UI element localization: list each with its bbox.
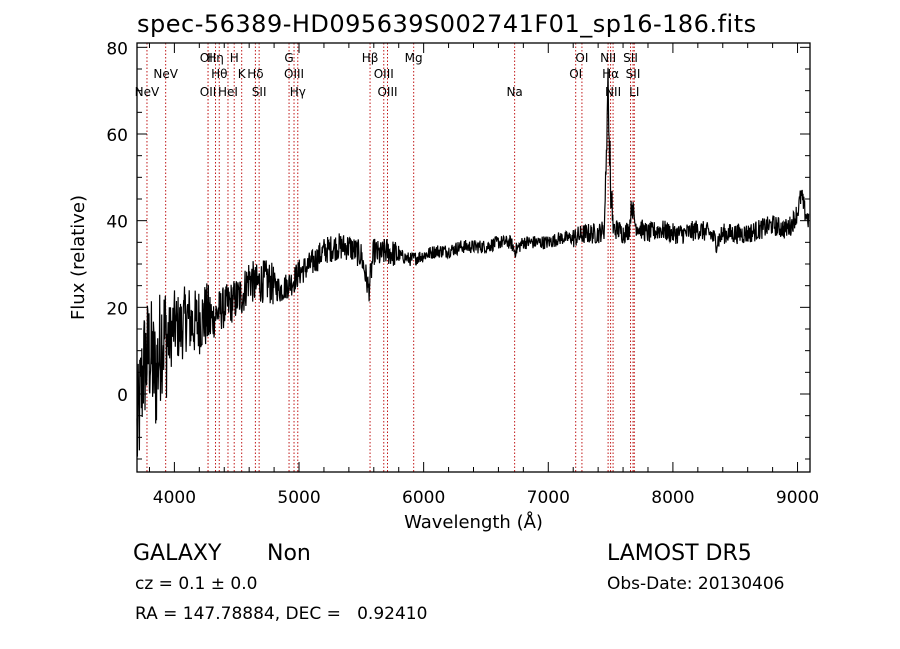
spectral-line-label: Mg bbox=[405, 51, 423, 65]
y-axis-label: Flux (relative) bbox=[68, 195, 89, 320]
object-subclass: Non bbox=[267, 541, 311, 566]
y-tick-label: 80 bbox=[106, 39, 128, 59]
ra-dec-coordinates: RA = 147.78884, DEC = 0.92410 bbox=[135, 604, 428, 624]
spectral-line-label: Hα bbox=[602, 67, 619, 81]
spectral-line-label: NeV bbox=[135, 85, 160, 99]
plot-frame bbox=[136, 42, 811, 473]
spectral-line-label: Hβ bbox=[362, 51, 379, 65]
redshift-cz: cz = 0.1 ± 0.0 bbox=[135, 574, 258, 594]
object-class: GALAXY bbox=[133, 541, 222, 566]
spectral-line-label: SII bbox=[626, 67, 641, 81]
spectral-line-label: NII bbox=[600, 51, 616, 65]
x-axis-label: Wavelength (Å) bbox=[404, 511, 543, 533]
x-tick-label: 5000 bbox=[277, 488, 320, 508]
axis-ticks: 4000 5000 6000 7000 8000 9000 0 20 40 60 80 bbox=[106, 39, 819, 508]
observation-date: Obs-Date: 20130406 bbox=[607, 574, 785, 594]
y-tick-label: 60 bbox=[106, 126, 128, 146]
spectral-line-label: Hθ bbox=[211, 67, 227, 81]
y-tick-label: 40 bbox=[106, 213, 128, 233]
spectral-line-label: OIII bbox=[284, 67, 304, 81]
x-tick-label: 7000 bbox=[527, 488, 570, 508]
spectral-line-label: OI bbox=[575, 51, 588, 65]
spectral-line-label: Hγ bbox=[290, 85, 306, 99]
spectral-line-label: Na bbox=[506, 85, 522, 99]
spectral-line-label: SII bbox=[623, 51, 638, 65]
spectral-line-markers bbox=[146, 43, 635, 472]
x-tick-label: 4000 bbox=[153, 488, 196, 508]
spectral-line-label: NeV bbox=[153, 67, 178, 81]
spectrum-line bbox=[136, 68, 810, 457]
x-tick-label: 8000 bbox=[651, 488, 694, 508]
spectral-line-label: K bbox=[238, 67, 247, 81]
x-tick-label: 9000 bbox=[776, 488, 819, 508]
spectral-line-label: OII bbox=[200, 85, 217, 99]
spectral-line-label: G bbox=[284, 51, 293, 65]
chart-title: spec-56389-HD095639S002741F01_sp16-186.f… bbox=[137, 10, 757, 38]
spectral-line-label: Hδ bbox=[247, 67, 263, 81]
spectral-line-label: OIII bbox=[377, 85, 397, 99]
survey-name: LAMOST DR5 bbox=[607, 541, 752, 566]
x-tick-label: 6000 bbox=[402, 488, 445, 508]
spectral-line-label: OI bbox=[569, 67, 582, 81]
spectral-line-label: LI bbox=[629, 85, 639, 99]
y-tick-label: 0 bbox=[117, 386, 128, 406]
spectral-line-label: H bbox=[230, 51, 239, 65]
spectral-line-label: NII bbox=[605, 85, 621, 99]
y-tick-label: 20 bbox=[106, 299, 128, 319]
spectral-line-label: Hη bbox=[207, 51, 224, 65]
spectral-line-label: SII bbox=[252, 85, 267, 99]
spectral-line-label: HeI bbox=[218, 85, 238, 99]
spectral-line-label: OII bbox=[200, 51, 217, 65]
spectral-line-label: OIII bbox=[374, 67, 394, 81]
